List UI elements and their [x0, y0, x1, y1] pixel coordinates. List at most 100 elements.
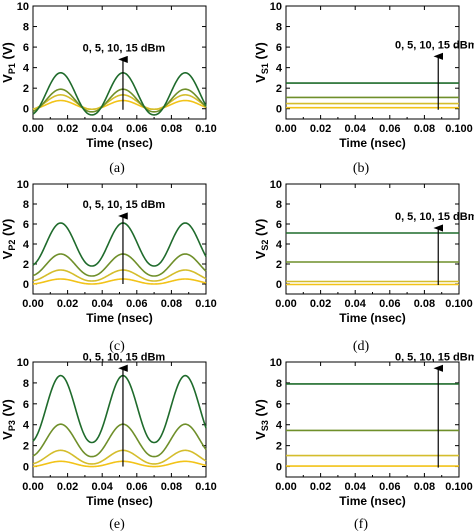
x-tick-label: 0.06: [126, 298, 147, 310]
y-tick-label: 10: [17, 179, 29, 191]
x-axis-label: Time (nsec): [86, 136, 152, 150]
y-tick-label: 0: [276, 104, 282, 116]
y-axis-label: VS2 (V): [253, 219, 270, 260]
x-tick-label: 0.04: [344, 481, 366, 493]
panel-caption: (f): [354, 517, 368, 532]
series-line-3: [32, 71, 207, 116]
y-axis-label-main: V: [0, 250, 15, 259]
panel-f: 0.00 0.02 0.04 0.06 0.08 0.100 0 2 4 6 8 10 Time (ns…: [253, 351, 474, 532]
panel-c: 0.00 0.02 0.04 0.06 0.08 0.10 0 2 4 6 8 10 Time (nse…: [0, 179, 217, 354]
y-tick-label: 8: [23, 378, 29, 390]
x-tick-label: 0.08: [161, 298, 182, 310]
panel-caption: (c): [109, 339, 125, 354]
y-axis-label: VP3 (V): [0, 399, 17, 440]
y-tick-label: 0: [23, 279, 29, 291]
x-tick-label: 0.10: [195, 481, 216, 493]
x-tick-label: 0.02: [310, 123, 331, 135]
y-tick-label: 6: [23, 399, 29, 411]
y-tick-label: 10: [17, 357, 29, 369]
y-axis-label: VS3 (V): [253, 399, 270, 440]
x-axis-label: Time (nsec): [86, 311, 152, 325]
annotation-label: 0, 5, 10, 15 dBm: [395, 351, 474, 363]
y-axis-label-unit: (V): [0, 219, 15, 240]
annotation-label: 0, 5, 10, 15 dBm: [83, 199, 166, 211]
x-axis-label: Time (nsec): [339, 311, 405, 325]
y-tick-label: 2: [276, 83, 282, 95]
y-tick-label: 10: [270, 1, 282, 13]
series-line-2: [32, 88, 207, 113]
y-tick-label: 4: [276, 239, 283, 251]
x-tick-label: 0.100: [445, 298, 473, 310]
x-tick-label: 0.00: [22, 481, 43, 493]
y-tick-label: 4: [23, 63, 30, 75]
y-tick-label: 2: [23, 259, 29, 271]
x-tick-label: 0.08: [414, 481, 435, 493]
y-tick-label: 8: [276, 22, 282, 34]
annotation-label: 0, 5, 10, 15 dBm: [83, 42, 166, 54]
plot-frame: [285, 183, 460, 295]
y-tick-label: 6: [23, 219, 29, 231]
x-tick-label: 0.02: [57, 123, 78, 135]
y-tick-label: 6: [276, 42, 282, 54]
x-tick-label: 0.04: [344, 123, 366, 135]
series-line-3: [32, 374, 207, 444]
annotation-label: 0, 5, 10, 15 dBm: [395, 211, 474, 223]
y-axis-label-main: V: [253, 250, 268, 259]
y-axis-label-unit: (V): [0, 399, 15, 420]
x-axis-label: Time (nsec): [86, 494, 152, 508]
y-tick-label: 6: [276, 219, 282, 231]
y-tick-label: 4: [276, 63, 283, 75]
annotation-label: 0, 5, 10, 15 dBm: [83, 351, 166, 363]
y-tick-label: 2: [23, 83, 29, 95]
y-axis-label: VP1 (V): [0, 42, 17, 83]
y-tick-label: 0: [23, 104, 29, 116]
x-tick-label: 0.08: [161, 123, 182, 135]
y-tick-label: 8: [276, 199, 282, 211]
y-axis-label-sub: P3: [7, 420, 17, 431]
series-line-1: [32, 269, 207, 282]
y-axis-label-unit: (V): [253, 219, 268, 240]
x-tick-label: 0.04: [91, 123, 113, 135]
x-tick-label: 0.00: [22, 123, 43, 135]
y-axis-label-unit: (V): [253, 399, 268, 420]
plot-frame: [32, 5, 207, 120]
panel-caption: (a): [109, 161, 125, 176]
y-tick-label: 8: [276, 378, 282, 390]
x-tick-label: 0.10: [195, 123, 216, 135]
x-tick-label: 0.100: [445, 123, 473, 135]
panel-caption: (e): [109, 517, 125, 532]
panel-caption: (d): [353, 339, 370, 354]
y-axis-label-sub: S1: [260, 63, 270, 74]
x-tick-label: 0.100: [445, 481, 473, 493]
series-line-1: [32, 94, 207, 111]
y-tick-label: 6: [276, 399, 282, 411]
y-tick-label: 0: [23, 462, 29, 474]
x-tick-label: 0.04: [344, 298, 366, 310]
y-axis-label-sub: P1: [7, 63, 17, 74]
series-line-3: [32, 222, 207, 267]
panel-a: 0.00 0.02 0.04 0.06 0.08 0.10 0 2 4 6 8 10 Time (nse…: [0, 1, 217, 176]
y-axis-label-main: V: [0, 431, 15, 440]
panel-caption: (b): [353, 161, 370, 176]
panel-e: 0.00 0.02 0.04 0.06 0.08 0.10 0 2 4 6 8 10 Time (nse…: [0, 351, 217, 532]
y-axis-label: VS1 (V): [253, 42, 270, 83]
x-tick-label: 0.04: [91, 481, 113, 493]
series-line-2: [32, 253, 207, 277]
y-tick-label: 0: [276, 279, 282, 291]
plot-frame: [285, 361, 460, 478]
y-tick-label: 8: [23, 22, 29, 34]
x-tick-label: 0.06: [126, 481, 147, 493]
y-tick-label: 10: [270, 179, 282, 191]
y-tick-label: 10: [270, 357, 282, 369]
panel-b: 0.00 0.02 0.04 0.06 0.08 0.100 0 2 4 6 8 10 Time (ns…: [253, 1, 474, 176]
annotation-label: 0, 5, 10, 15 dBm: [395, 39, 474, 51]
x-tick-label: 0.06: [379, 123, 400, 135]
x-axis-label: Time (nsec): [339, 136, 405, 150]
x-tick-label: 0.06: [379, 481, 400, 493]
y-tick-label: 4: [23, 420, 30, 432]
panel-d: 0.00 0.02 0.04 0.06 0.08 0.100 0 2 4 6 8 10 Time (ns…: [253, 179, 474, 354]
x-tick-label: 0.08: [414, 298, 435, 310]
y-axis-label-main: V: [253, 431, 268, 440]
series-line-1: [32, 449, 207, 465]
